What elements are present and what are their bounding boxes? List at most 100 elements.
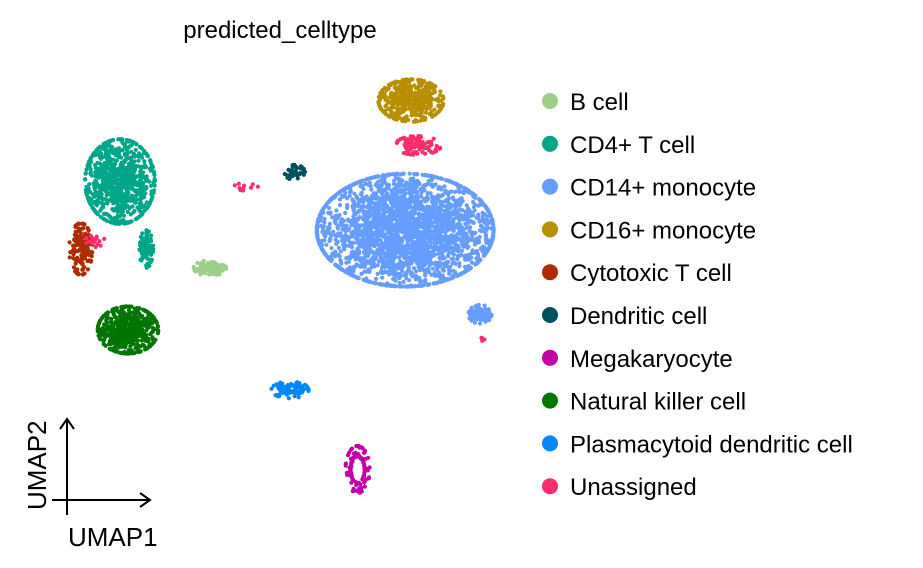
- data-point: [434, 219, 439, 224]
- data-point: [464, 203, 469, 208]
- data-point: [411, 234, 416, 239]
- data-point: [376, 174, 381, 179]
- data-point: [380, 265, 385, 270]
- data-point: [406, 250, 411, 255]
- data-point: [377, 97, 382, 102]
- data-point: [112, 216, 117, 221]
- data-point: [338, 249, 343, 254]
- scatter-points: [67, 77, 496, 495]
- data-point: [77, 227, 82, 232]
- data-point: [74, 243, 79, 248]
- data-point: [133, 345, 138, 350]
- data-point: [299, 389, 304, 394]
- data-point: [369, 229, 374, 234]
- data-point: [122, 341, 127, 346]
- data-point: [128, 325, 133, 330]
- data-point: [121, 218, 126, 223]
- data-point: [141, 170, 146, 175]
- data-point: [356, 201, 361, 206]
- data-point: [376, 179, 381, 184]
- data-point: [468, 219, 473, 224]
- data-point: [340, 238, 345, 243]
- data-point: [400, 188, 405, 193]
- data-point: [113, 191, 118, 197]
- data-point: [382, 200, 387, 205]
- data-point: [359, 192, 364, 197]
- data-point: [355, 217, 360, 222]
- data-point: [296, 395, 301, 400]
- data-point: [277, 392, 282, 397]
- data-point: [139, 251, 144, 256]
- data-point: [430, 150, 435, 155]
- data-point: [433, 239, 438, 244]
- data-point: [305, 386, 310, 391]
- data-point: [435, 267, 440, 272]
- data-point: [362, 231, 367, 237]
- data-point: [113, 169, 119, 174]
- data-point: [427, 237, 432, 243]
- data-point: [130, 179, 135, 185]
- data-point: [326, 205, 331, 210]
- data-point: [379, 196, 384, 201]
- data-point: [363, 261, 368, 266]
- data-point: [150, 320, 155, 325]
- data-point: [72, 246, 77, 252]
- data-point: [129, 193, 134, 198]
- data-point: [397, 272, 403, 277]
- data-point: [135, 315, 140, 320]
- data-point: [144, 346, 149, 351]
- data-point: [480, 224, 485, 229]
- data-point: [389, 206, 394, 211]
- data-point: [331, 229, 336, 234]
- data-point: [482, 314, 487, 319]
- data-point: [394, 263, 399, 268]
- data-point: [354, 250, 359, 255]
- data-point: [365, 223, 370, 228]
- data-point: [127, 168, 132, 174]
- data-point: [368, 248, 373, 253]
- data-point: [423, 273, 428, 278]
- data-point: [415, 228, 420, 234]
- data-point: [149, 183, 154, 188]
- data-point: [430, 114, 435, 119]
- data-point: [403, 107, 408, 112]
- data-point: [362, 269, 367, 274]
- data-point: [122, 166, 127, 171]
- data-point: [373, 241, 378, 246]
- data-point: [422, 228, 427, 233]
- data-point: [412, 205, 417, 210]
- data-point: [137, 182, 142, 187]
- data-point: [351, 207, 357, 212]
- data-point: [349, 459, 354, 465]
- cluster-unassigned: [394, 134, 443, 157]
- data-point: [427, 263, 432, 268]
- data-point: [343, 461, 348, 466]
- data-point: [349, 183, 354, 188]
- data-point: [395, 219, 400, 224]
- data-point: [363, 228, 368, 233]
- data-point: [132, 306, 137, 311]
- data-point: [420, 232, 425, 237]
- data-point: [460, 208, 465, 213]
- data-point: [440, 102, 445, 107]
- data-point: [415, 180, 420, 185]
- data-point: [466, 206, 471, 211]
- data-point: [150, 313, 155, 319]
- data-point: [476, 302, 481, 307]
- data-point: [291, 163, 296, 168]
- data-point: [123, 206, 128, 211]
- data-point: [141, 317, 146, 322]
- data-point: [80, 272, 86, 277]
- data-point: [322, 238, 327, 243]
- data-point: [113, 207, 118, 213]
- data-point: [397, 255, 402, 260]
- data-point: [220, 268, 225, 273]
- data-point: [406, 224, 411, 229]
- data-point: [425, 222, 430, 227]
- data-point: [417, 275, 422, 280]
- data-point: [451, 180, 456, 185]
- data-point: [352, 254, 357, 259]
- data-point: [149, 189, 154, 194]
- data-point: [402, 214, 407, 219]
- data-point: [119, 308, 124, 313]
